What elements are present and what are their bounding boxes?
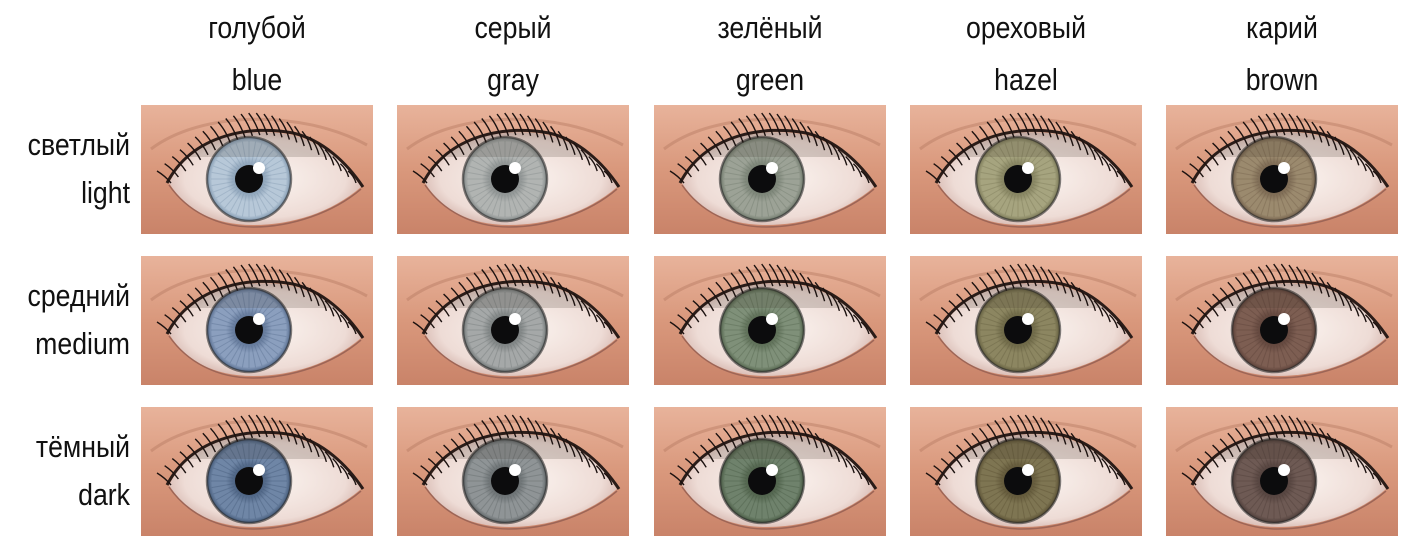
eye-image-light-gray	[397, 105, 629, 234]
eye-image-light-blue	[141, 105, 373, 234]
column-header-blue: голубой blue	[157, 2, 357, 106]
column-label-ru: зелёный	[717, 10, 823, 45]
eye-image-light-green	[654, 105, 886, 234]
column-header-hazel: ореховый hazel	[926, 2, 1126, 106]
row-header-dark: тёмный dark	[18, 423, 130, 519]
eye-image-medium-green	[654, 256, 886, 385]
eye-image-dark-blue	[141, 407, 373, 536]
column-label-en: blue	[231, 62, 283, 97]
eye-image-light-brown	[1166, 105, 1398, 234]
eye-image-dark-gray	[397, 407, 629, 536]
eye-image-medium-blue	[141, 256, 373, 385]
column-label-ru: серый	[474, 10, 552, 45]
row-label-ru: средний	[27, 278, 131, 313]
row-header-light: светлый light	[18, 121, 130, 217]
column-label-en: brown	[1245, 62, 1319, 97]
column-label-en: gray	[487, 62, 539, 97]
eye-image-light-hazel	[910, 105, 1142, 234]
eye-image-medium-gray	[397, 256, 629, 385]
eye-image-dark-brown	[1166, 407, 1398, 536]
row-label-ru: светлый	[27, 127, 131, 162]
column-label-en: hazel	[994, 62, 1058, 97]
column-label-ru: голубой	[208, 10, 306, 45]
row-label-en: dark	[78, 477, 130, 512]
eye-image-medium-hazel	[910, 256, 1142, 385]
column-header-green: зелёный green	[670, 2, 870, 106]
column-header-brown: карий brown	[1182, 2, 1382, 106]
row-header-medium: средний medium	[18, 272, 130, 368]
column-header-gray: серый gray	[413, 2, 613, 106]
eye-image-medium-brown	[1166, 256, 1398, 385]
row-label-ru: тёмный	[35, 429, 130, 464]
row-label-en: light	[81, 175, 130, 210]
column-label-ru: карий	[1246, 10, 1318, 45]
column-label-ru: ореховый	[966, 10, 1086, 45]
column-label-en: green	[735, 62, 805, 97]
eye-image-dark-hazel	[910, 407, 1142, 536]
row-label-en: medium	[35, 326, 130, 361]
eye-image-dark-green	[654, 407, 886, 536]
